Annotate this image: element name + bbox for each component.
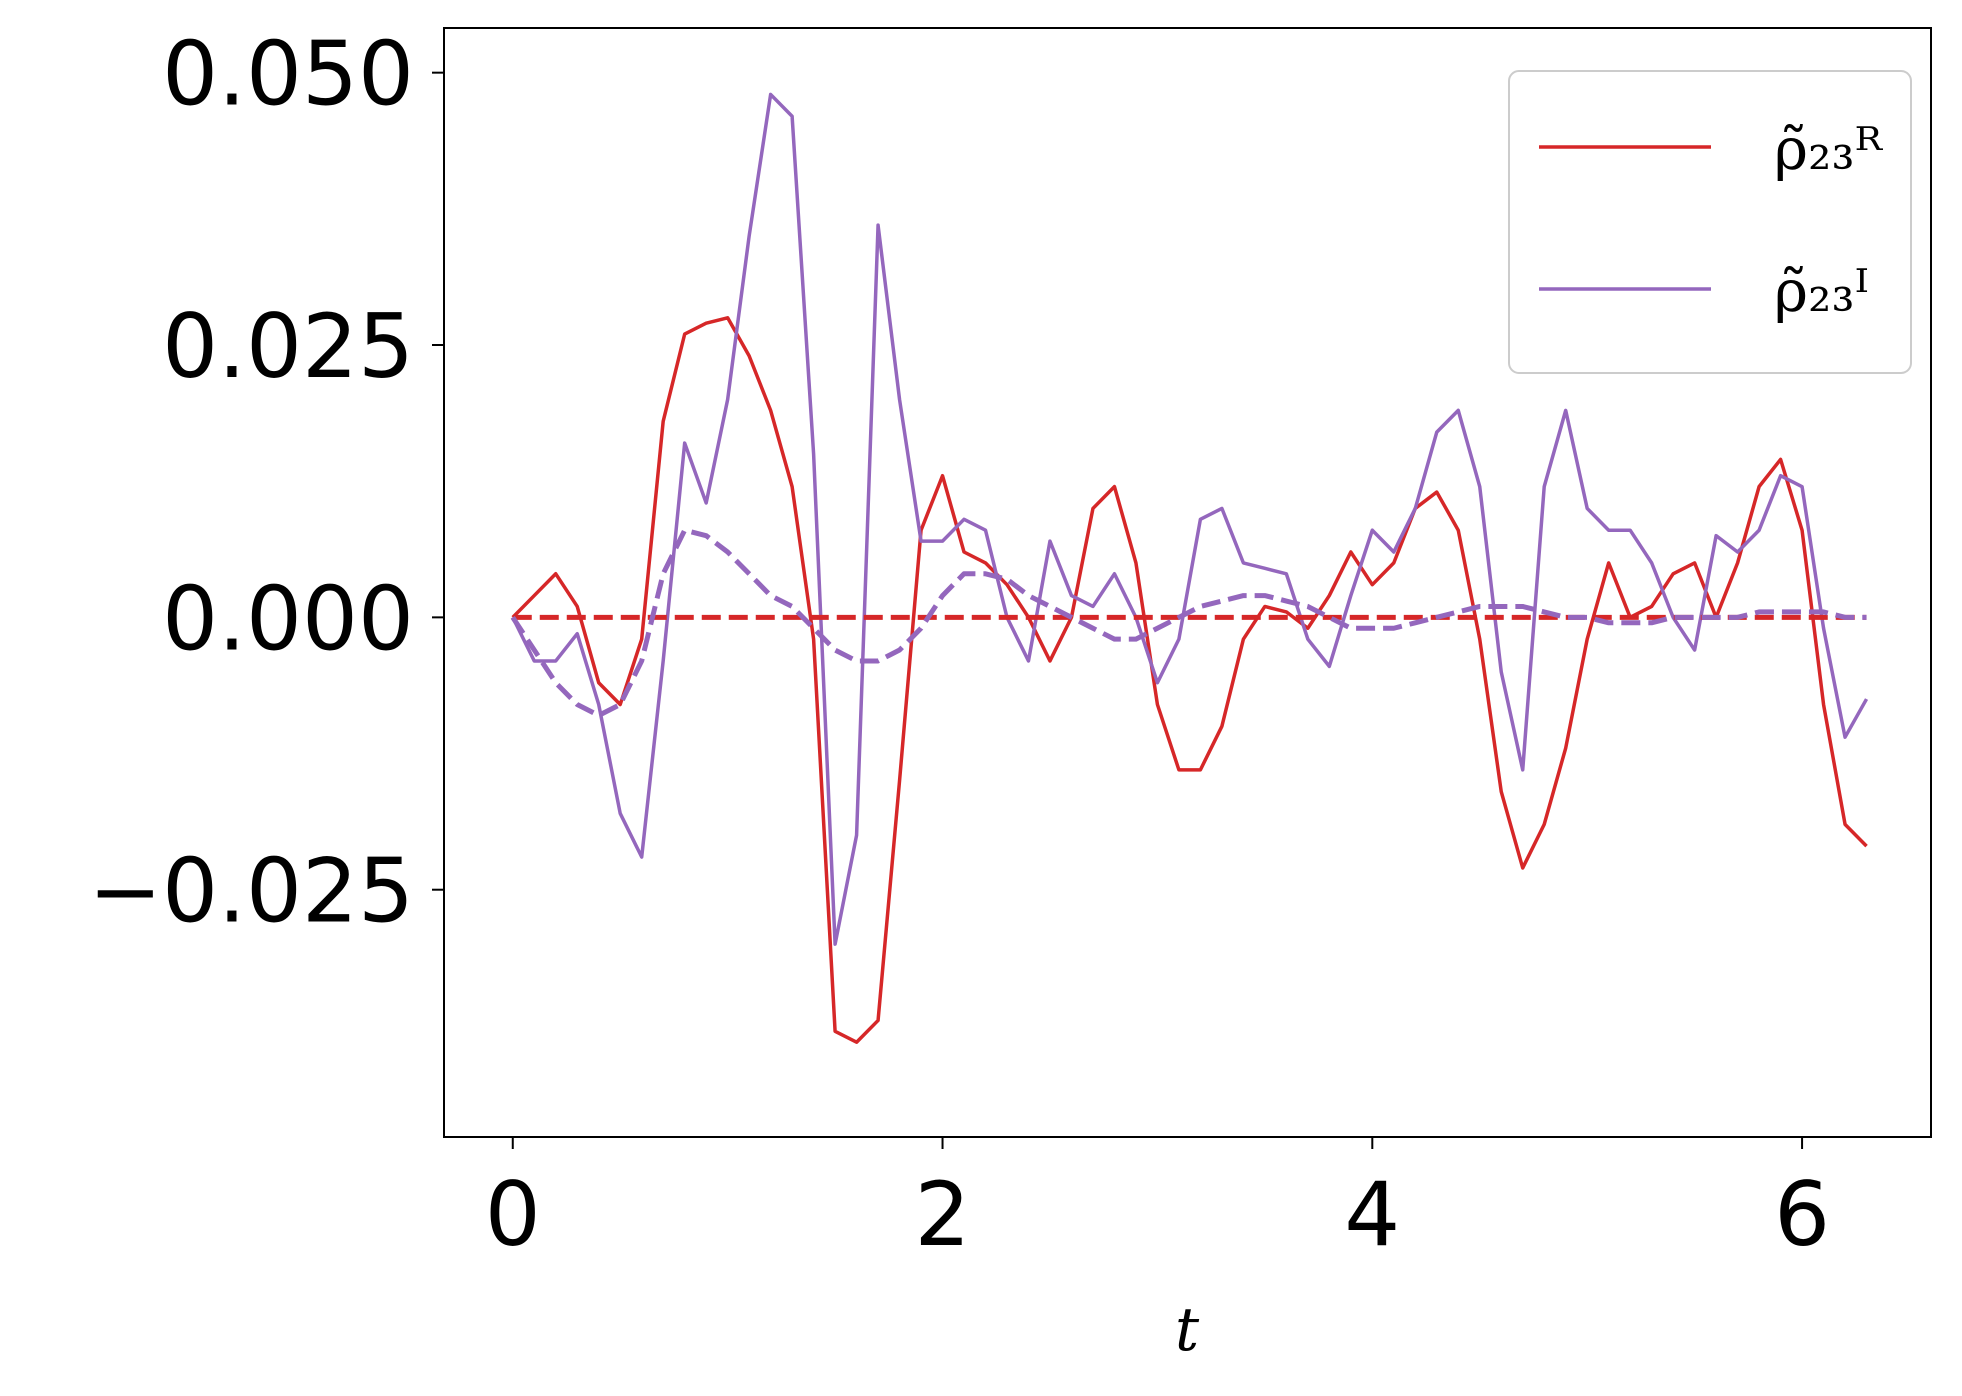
y-tick-label: −0.025 [88,840,414,943]
legend-label: ρ̃₂₃ᴿ [1774,115,1884,183]
legend-label: ρ̃₂₃ᴵ [1774,257,1869,325]
series-line [510,527,1867,718]
x-tick-label: 0 [485,1163,541,1266]
y-tick-label: 0.000 [162,567,414,670]
x-tick-label: 4 [1344,1163,1400,1266]
x-axis-label: t [1175,1295,1200,1365]
y-tick-label: 0.050 [162,23,414,126]
plot-frame [443,27,1932,1138]
series-line [511,316,1868,1044]
x-tick-label: 2 [915,1163,971,1266]
x-tick-label: 6 [1774,1163,1830,1266]
series-line [511,92,1869,946]
y-tick-label: 0.025 [162,295,414,398]
